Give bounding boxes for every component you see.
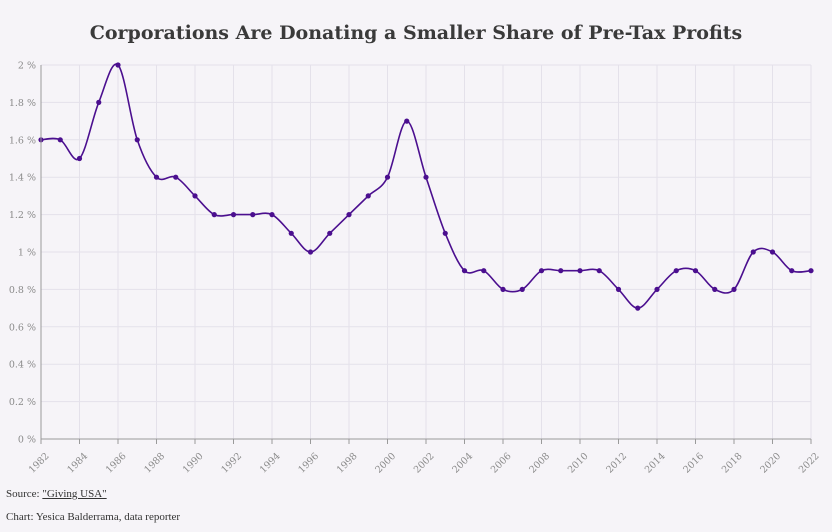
data-point[interactable] <box>558 268 564 274</box>
x-tick-label: 1986 <box>104 451 129 476</box>
data-point[interactable] <box>769 249 776 255</box>
chart-title: Corporations Are Donating a Smaller Shar… <box>89 22 743 44</box>
y-axis-ticks: 0 % 0.2 % 0.4 % 0.6 % 0.8 % 1 % 1.2 % 1.4 % 1.6 … <box>9 61 36 446</box>
data-point[interactable] <box>384 174 391 180</box>
y-tick-label: 2 % <box>18 61 36 72</box>
x-tick-label: 1990 <box>181 451 206 476</box>
data-point[interactable] <box>519 286 525 292</box>
data-point[interactable] <box>461 268 468 274</box>
data-point[interactable] <box>808 268 814 274</box>
gridlines <box>41 64 812 439</box>
data-points <box>38 62 814 311</box>
y-tick-label: 1.6 % <box>9 135 36 146</box>
data-point[interactable] <box>404 118 410 124</box>
data-point[interactable] <box>615 286 622 292</box>
y-tick-label: 1.4 % <box>9 173 36 184</box>
data-point[interactable] <box>288 230 294 236</box>
y-tick-label: 1 % <box>18 248 36 259</box>
source-note: Source: "Giving USA" <box>6 488 107 500</box>
data-point[interactable] <box>789 268 795 274</box>
data-point[interactable] <box>307 249 314 255</box>
data-point[interactable] <box>134 137 140 143</box>
x-tick-label: 2002 <box>412 451 437 476</box>
data-point[interactable] <box>500 286 506 292</box>
source-link[interactable]: "Giving USA" <box>42 488 107 500</box>
y-tick-label: 0.2 % <box>9 397 36 408</box>
data-point[interactable] <box>211 212 217 218</box>
x-tick-label: 1984 <box>65 451 90 476</box>
data-point[interactable] <box>192 193 198 199</box>
x-tick-label: 2004 <box>450 451 475 476</box>
x-tick-label: 1994 <box>258 451 283 476</box>
data-point[interactable] <box>269 212 275 218</box>
data-point[interactable] <box>481 268 487 274</box>
data-point[interactable] <box>596 268 602 274</box>
data-point[interactable] <box>173 174 179 180</box>
data-point[interactable] <box>327 230 333 236</box>
series-line <box>40 63 812 309</box>
x-tick-label: 2018 <box>720 451 745 476</box>
y-tick-label: 0.8 % <box>9 285 36 296</box>
data-point[interactable] <box>365 193 371 199</box>
data-point[interactable] <box>712 286 718 292</box>
x-tick-label: 2008 <box>527 451 552 476</box>
data-point[interactable] <box>250 212 256 218</box>
data-point[interactable] <box>153 174 160 180</box>
data-point[interactable] <box>635 305 641 311</box>
x-tick-label: 2020 <box>758 451 783 476</box>
y-tick-label: 1.2 % <box>9 210 36 221</box>
x-tick-label: 2022 <box>797 451 822 476</box>
x-tick-label: 1988 <box>142 451 167 476</box>
source-prefix: Source: <box>6 488 43 500</box>
data-point[interactable] <box>692 268 699 274</box>
x-tick-label: 1992 <box>219 451 244 476</box>
axes <box>40 65 811 440</box>
data-point[interactable] <box>673 268 679 274</box>
x-tick-label: 2012 <box>604 451 629 476</box>
x-tick-label: 1982 <box>27 451 52 476</box>
x-axis-ticks: 1982 1984 1986 1988 1990 1992 1994 1996 1998 2000… <box>27 439 822 476</box>
y-tick-label: 1.8 % <box>9 98 36 109</box>
data-point[interactable] <box>230 212 237 218</box>
y-tick-label: 0.6 % <box>9 322 36 333</box>
y-tick-label: 0 % <box>18 435 36 446</box>
chart-credit: Chart: Yesica Balderrama, data reporter <box>6 511 181 523</box>
data-point[interactable] <box>115 62 121 68</box>
data-point[interactable] <box>577 268 583 274</box>
x-tick-label: 1998 <box>335 451 360 476</box>
x-tick-label: 2016 <box>681 451 706 476</box>
data-point[interactable] <box>346 212 352 218</box>
data-point[interactable] <box>731 286 737 292</box>
x-tick-label: 2006 <box>489 451 514 476</box>
data-point[interactable] <box>538 268 545 274</box>
data-point[interactable] <box>442 230 448 236</box>
data-point[interactable] <box>96 99 102 105</box>
x-tick-label: 2010 <box>566 451 591 476</box>
data-point[interactable] <box>76 155 83 162</box>
data-point[interactable] <box>750 249 756 255</box>
data-point[interactable] <box>654 286 660 292</box>
data-point[interactable] <box>57 137 63 143</box>
data-point[interactable] <box>423 174 429 180</box>
x-tick-label: 2014 <box>643 451 668 476</box>
y-tick-label: 0.4 % <box>9 360 36 371</box>
x-tick-label: 2000 <box>373 451 398 476</box>
x-tick-label: 1996 <box>296 451 321 476</box>
